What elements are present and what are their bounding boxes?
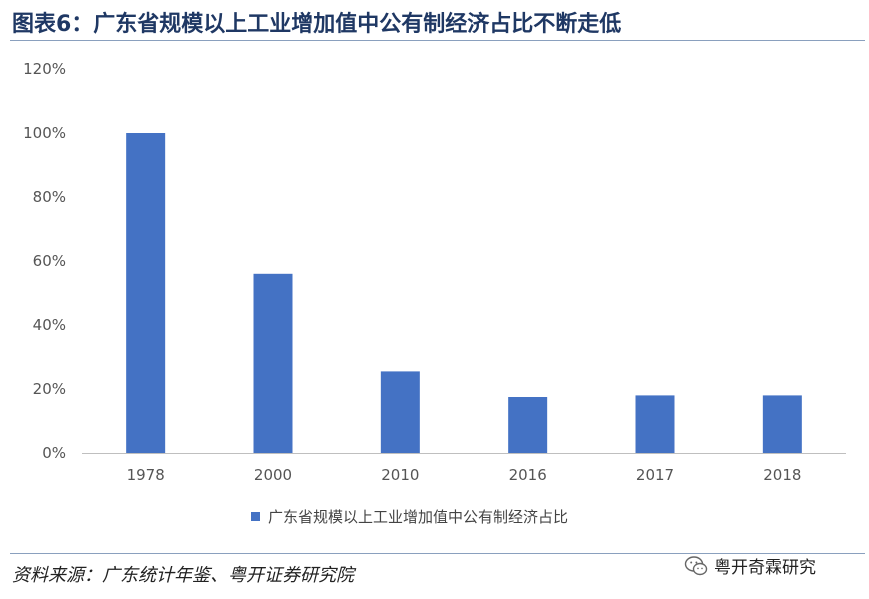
wechat-icon [684, 555, 708, 575]
y-tick-label: 20% [33, 380, 66, 398]
x-tick-label: 2017 [636, 466, 674, 484]
x-tick-label: 1978 [127, 466, 165, 484]
watermark-text: 粤开奇霖研究 [714, 558, 816, 578]
bar-chart: 0% 20% 40% 60% 80% 100% 120% 1978 2000 2010 2016 2… [23, 60, 846, 484]
y-tick-label: 40% [33, 316, 66, 334]
title-divider [10, 40, 865, 41]
bars [126, 133, 802, 453]
source-note: 资料来源：广东统计年鉴、粤开证券研究院 [12, 565, 354, 586]
legend-label: 广东省规模以上工业增加值中公有制经济占比 [268, 508, 569, 526]
watermark: 粤开奇霖研究 [684, 553, 816, 578]
legend-swatch [251, 512, 260, 521]
footer-divider [10, 553, 865, 554]
x-tick-label: 2010 [381, 466, 419, 484]
bar-2010 [380, 371, 420, 453]
y-axis-ticks: 0% 20% 40% 60% 80% 100% 120% [23, 60, 66, 462]
chart-legend: 广东省规模以上工业增加值中公有制经济占比 [251, 506, 568, 527]
bar-1978 [126, 133, 166, 453]
x-tick-label: 2018 [763, 466, 801, 484]
x-tick-label: 2000 [254, 466, 292, 484]
figure-title: 图表6：广东省规模以上工业增加值中公有制经济占比不断走低 [12, 12, 622, 37]
bar-2016 [508, 397, 548, 453]
x-tick-label: 2016 [509, 466, 547, 484]
y-tick-label: 80% [33, 188, 66, 206]
bar-2000 [253, 273, 293, 453]
y-tick-label: 0% [42, 444, 66, 462]
y-tick-label: 100% [23, 124, 66, 142]
y-tick-label: 60% [33, 252, 66, 270]
bar-2017 [635, 395, 675, 453]
bar-2018 [762, 395, 802, 453]
y-tick-label: 120% [23, 60, 66, 78]
x-axis-ticks: 1978 2000 2010 2016 2017 2018 [127, 466, 802, 484]
